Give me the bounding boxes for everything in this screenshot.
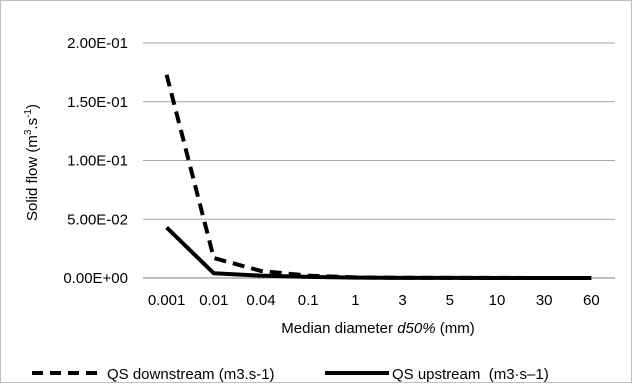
- x-tick-label: 0.04: [246, 292, 275, 309]
- x-tick-labels: 0.001 0.01 0.04 0.1 1 3 5 10 30 60: [148, 292, 600, 309]
- x-tick-label: 30: [536, 292, 553, 309]
- series-lines: [164, 74, 592, 280]
- series-line-downstream: [164, 74, 592, 280]
- x-tick-label: 10: [489, 292, 506, 309]
- x-axis-title: Median diameter d50% (mm): [281, 320, 474, 337]
- x-tick-label: 0.01: [199, 292, 228, 309]
- x-tick-label: 3: [398, 292, 406, 309]
- y-tick-label: 2.00E-01: [67, 35, 128, 52]
- x-tick-label: 0.1: [298, 292, 319, 309]
- y-tick-label: 5.00E-02: [67, 211, 128, 228]
- y-tick-label: 0.00E+00: [63, 270, 128, 287]
- y-tick-label: 1.50E-01: [67, 94, 128, 111]
- x-tick-label: 1: [351, 292, 359, 309]
- x-tick-label: 5: [446, 292, 454, 309]
- legend: QS downstream (m3.s-1) QS upstream (m3·s…: [32, 366, 549, 383]
- y-tick-labels: 0.00E+00 5.00E-02 1.00E-01 1.50E-01 2.00E-01: [63, 35, 128, 287]
- x-tick-label: 0.001: [148, 292, 186, 309]
- legend-label-downstream: QS downstream (m3.s-1): [107, 366, 275, 383]
- gridlines: [143, 42, 615, 220]
- y-tick-label: 1.00E-01: [67, 153, 128, 170]
- y-axis-title: Solid flow (m3.s-1): [23, 104, 41, 221]
- legend-label-upstream: QS upstream (m3·s–1): [392, 366, 549, 383]
- series-line-upstream: [165, 226, 592, 280]
- x-tick-label: 60: [583, 292, 600, 309]
